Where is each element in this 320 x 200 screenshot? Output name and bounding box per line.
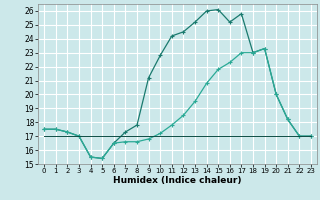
X-axis label: Humidex (Indice chaleur): Humidex (Indice chaleur) [113, 176, 242, 185]
